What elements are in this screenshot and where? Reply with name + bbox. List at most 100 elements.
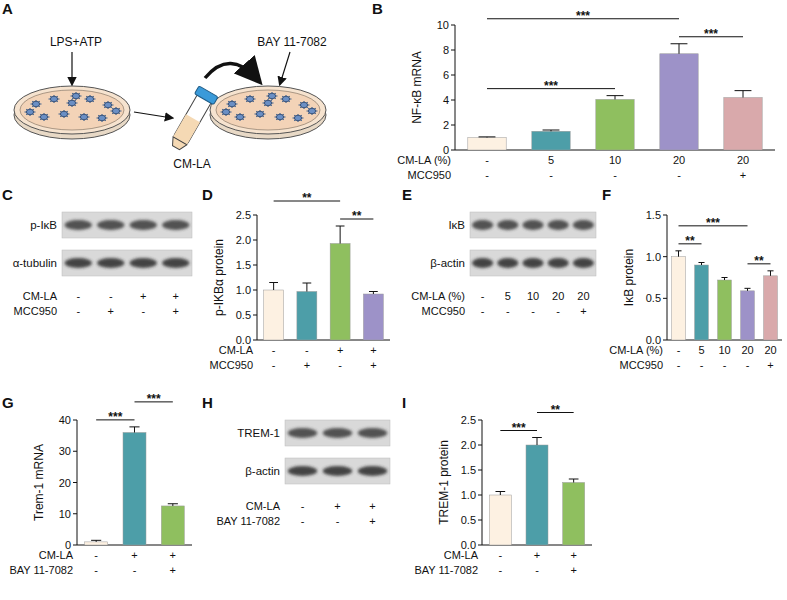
blot-background [470, 212, 596, 238]
y-tick [663, 256, 667, 257]
y-tick [73, 451, 77, 452]
panel-letter: C [2, 186, 13, 203]
y-tick [253, 290, 257, 291]
error-line [573, 479, 574, 483]
x-row-label: - [549, 169, 553, 181]
error-line [770, 271, 771, 276]
x-row-name: MCC950 [210, 359, 253, 371]
bar [695, 265, 709, 340]
bar [660, 54, 698, 150]
condition-label: - [301, 515, 305, 527]
x-row-label: - [272, 359, 276, 371]
cell [308, 108, 315, 114]
condition-label: + [369, 515, 375, 527]
x-row-label: + [170, 549, 176, 561]
y-axis-label: TREM-1 protein [437, 440, 451, 525]
error-bar [744, 288, 750, 291]
y-tick [663, 340, 667, 341]
band [497, 258, 518, 268]
band [130, 220, 157, 230]
error-cap [698, 262, 704, 263]
band [472, 220, 493, 230]
cell [112, 108, 119, 114]
cell [32, 101, 39, 107]
panel-letter: F [602, 186, 611, 203]
band [522, 258, 543, 268]
condition-name: BAY 11-7082 [216, 515, 280, 527]
panel-letter: D [202, 186, 213, 203]
blot-strip [62, 212, 192, 238]
y-tick [73, 545, 77, 546]
condition-label: - [301, 500, 305, 512]
tube-tip [169, 137, 187, 152]
panel-letter: H [202, 394, 213, 411]
x-row-label: + [534, 549, 540, 561]
x-row-label: 20 [764, 344, 776, 356]
blot-background [285, 458, 390, 484]
x-row-label: 20 [741, 344, 753, 356]
condition-label: - [506, 305, 510, 317]
cell [68, 100, 75, 106]
cell [26, 109, 33, 115]
x-row-label: - [613, 169, 617, 181]
blot-background [285, 420, 390, 446]
significance-label: ** [302, 191, 312, 205]
x-row-label: - [272, 344, 276, 356]
error-cap [269, 282, 278, 283]
blot-strip [285, 458, 390, 484]
error-line [306, 283, 307, 292]
y-tick-label: 8 [443, 44, 449, 56]
error-line [615, 96, 616, 100]
condition-label: - [481, 290, 485, 302]
condition-name: CM-LA [23, 290, 58, 302]
y-tick [253, 315, 257, 316]
error-cap [607, 95, 624, 96]
error-line [340, 226, 341, 244]
error-bar [495, 492, 505, 496]
error-bar [302, 283, 311, 292]
band [130, 258, 157, 268]
condition-label: 10 [527, 290, 539, 302]
dish-top [210, 86, 326, 134]
x-row-label: 10 [609, 154, 621, 166]
x-row-label: - [677, 359, 681, 371]
bar [264, 290, 284, 340]
y-tick-label: 1.5 [236, 259, 251, 271]
error-line [273, 283, 274, 291]
condition-label: + [173, 305, 179, 317]
error-cap [744, 288, 750, 289]
arrow [134, 112, 172, 118]
y-tick [253, 340, 257, 341]
condition-name: MCC950 [14, 305, 57, 317]
band [288, 428, 317, 438]
error-bar [269, 283, 278, 291]
y-tick-label: 40 [59, 414, 71, 426]
x-row-label: + [131, 549, 137, 561]
band [97, 258, 124, 268]
panel-letter: B [372, 0, 383, 17]
error-line [134, 427, 135, 433]
band [548, 258, 569, 268]
bar [563, 483, 585, 546]
condition-label: 20 [552, 290, 564, 302]
y-tick-label: 20 [59, 477, 71, 489]
dish-top [14, 86, 130, 134]
significance-label: ** [754, 254, 764, 268]
condition-name: MCC950 [422, 305, 465, 317]
error-cap [479, 136, 496, 137]
x-row-label: + [337, 344, 343, 356]
y-tick-label: 1.0 [461, 489, 476, 501]
x-row-name: BAY 11-7082 [414, 564, 478, 576]
x-row-name: CM-LA [219, 344, 254, 356]
y-tick [73, 420, 77, 421]
y-tick [478, 495, 482, 496]
x-row-name: MCC950 [408, 169, 451, 181]
band [97, 220, 124, 230]
y-tick-label: 2 [443, 119, 449, 131]
condition-name: CM-LA [246, 500, 281, 512]
x-row-name: MCC950 [620, 359, 663, 371]
cell [256, 111, 263, 117]
condition-label: - [109, 290, 113, 302]
bar [85, 542, 108, 545]
error-cap [721, 277, 727, 278]
